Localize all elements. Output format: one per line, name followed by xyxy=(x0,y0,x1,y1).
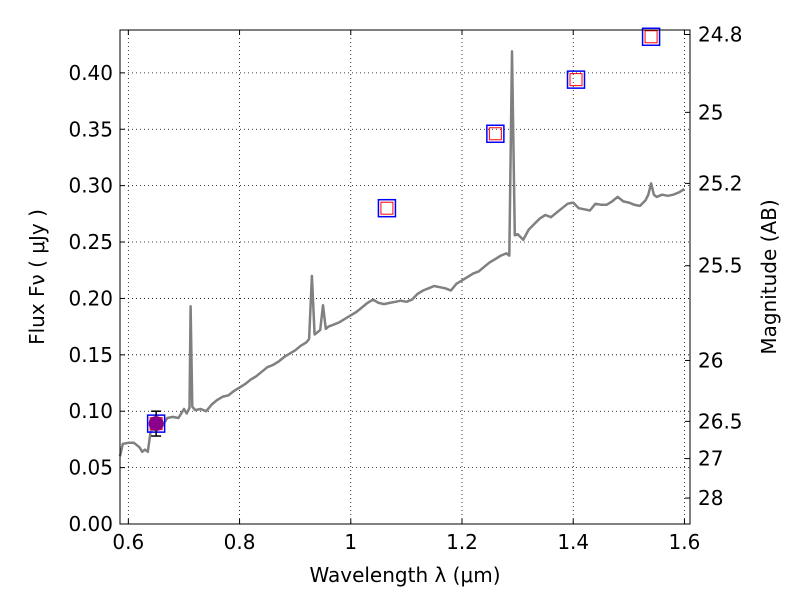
y-axis-label: Flux Fν ( μJy ) xyxy=(25,209,49,345)
y-tick-label: 0.25 xyxy=(68,230,113,254)
plot-area-background xyxy=(120,30,690,524)
series-layer xyxy=(118,50,686,457)
y2-tick-label: 26 xyxy=(698,348,723,372)
x-tick-label: 1 xyxy=(344,530,357,554)
red-square-marker xyxy=(380,201,394,215)
y-tick-labels: 0.00 0.05 0.10 0.15 0.20 0.25 0.30 0.35 0.40 xyxy=(68,61,113,536)
spectrum-line xyxy=(118,50,686,457)
red-square-marker xyxy=(569,73,583,87)
y2-tick-labels: 24.8 25 25.2 25.5 26 26.5 27 28 xyxy=(698,23,743,511)
blue-square-marker xyxy=(566,70,586,89)
y2-tick-label: 24.8 xyxy=(698,23,743,47)
blue-square-marker xyxy=(641,27,661,47)
x-tick-label: 1.2 xyxy=(446,530,478,554)
y2-tick-label: 25.2 xyxy=(698,171,743,195)
magenta-point xyxy=(148,416,164,432)
x-tick-label: 0.6 xyxy=(112,530,144,554)
y2-axis-label: Magnitude (AB) xyxy=(757,199,781,354)
y2-tick-label: 28 xyxy=(698,486,723,510)
y2-tick-label: 25.5 xyxy=(698,254,743,278)
y2-tick-label: 25 xyxy=(698,100,723,124)
y-tick-label: 0.05 xyxy=(68,456,113,480)
x-tick-label: 1.4 xyxy=(557,530,589,554)
blue-square-marker xyxy=(486,124,505,144)
ticks-layer xyxy=(120,30,690,525)
y2-tick-label: 26.5 xyxy=(698,409,743,433)
x-axis-label: Wavelength λ (μm) xyxy=(309,563,500,587)
x-tick-label: 0.8 xyxy=(224,530,256,554)
grid xyxy=(120,30,690,524)
red-square-marker xyxy=(644,30,658,44)
blue-square-marker xyxy=(377,198,397,218)
x-tick-label: 1.6 xyxy=(669,530,701,554)
y-tick-label: 0.35 xyxy=(68,117,113,141)
y2-tick-label: 27 xyxy=(698,447,723,471)
y-tick-label: 0.15 xyxy=(68,343,113,367)
x-tick-labels: 0.6 0.8 1 1.2 1.4 1.6 xyxy=(112,530,700,554)
y-tick-label: 0.00 xyxy=(68,512,113,536)
plot-frame xyxy=(119,29,691,525)
markers-layer xyxy=(146,27,661,437)
y-tick-label: 0.20 xyxy=(68,286,113,310)
red-square-marker xyxy=(488,127,502,141)
y-tick-label: 0.10 xyxy=(68,399,113,423)
y-tick-label: 0.40 xyxy=(68,61,113,85)
y-tick-label: 0.30 xyxy=(68,174,113,198)
